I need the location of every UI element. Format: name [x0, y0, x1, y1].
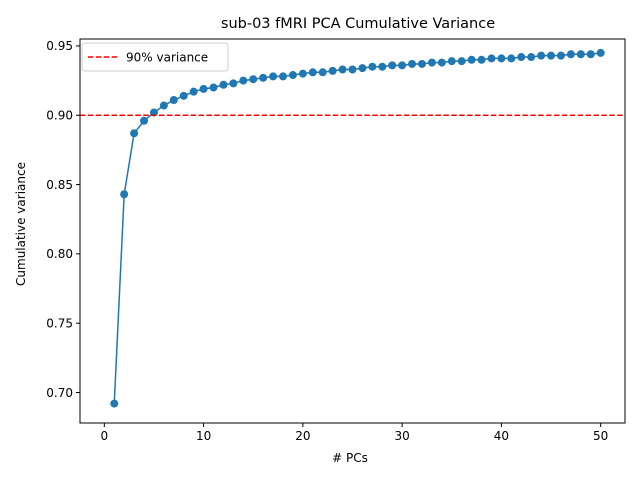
- data-point: [130, 129, 139, 138]
- data-point: [437, 58, 446, 67]
- data-point: [497, 54, 506, 63]
- data-point: [328, 66, 337, 75]
- x-tick-label: 50: [593, 429, 608, 443]
- legend-box: [81, 42, 229, 72]
- data-point: [586, 50, 595, 59]
- plot-area: 0 10 20 30 40 50 0.70 0.75 0.80 0.85 0.90 0.95: [46, 38, 626, 443]
- data-point: [368, 62, 377, 71]
- data-point: [219, 80, 228, 89]
- legend: 90% variance: [81, 42, 229, 72]
- data-point: [259, 73, 268, 82]
- data-point: [338, 65, 347, 74]
- data-point: [239, 76, 248, 85]
- data-point: [556, 51, 565, 60]
- y-tick-label: 0.80: [46, 247, 73, 261]
- data-point: [517, 53, 526, 62]
- chart-title: sub-03 fMRI PCA Cumulative Variance: [221, 16, 495, 32]
- data-point: [179, 91, 188, 100]
- data-point: [140, 116, 149, 125]
- data-point: [279, 72, 288, 81]
- legend-label: 90% variance: [126, 51, 208, 65]
- y-axis-label: Cumulative variance: [14, 162, 28, 286]
- data-point: [566, 50, 575, 59]
- data-point: [388, 61, 397, 70]
- data-point: [378, 62, 387, 71]
- data-point: [149, 108, 158, 117]
- data-point: [229, 79, 238, 88]
- data-point: [427, 58, 436, 67]
- x-tick-label: 30: [394, 429, 409, 443]
- data-point: [189, 87, 198, 96]
- x-axis-label: # PCs: [332, 451, 368, 465]
- y-tick-label: 0.70: [46, 386, 73, 400]
- data-point: [417, 59, 426, 68]
- axes-frame: [79, 38, 626, 424]
- data-point: [477, 55, 486, 64]
- data-point: [199, 84, 208, 93]
- x-tick-label: 20: [295, 429, 310, 443]
- y-tick-label: 0.90: [46, 109, 73, 123]
- data-point: [596, 48, 605, 57]
- data-point: [537, 51, 546, 60]
- data-point: [447, 57, 456, 66]
- data-point: [467, 55, 476, 64]
- data-point: [487, 54, 496, 63]
- data-point: [408, 59, 417, 68]
- data-point: [527, 53, 536, 62]
- data-point: [209, 83, 218, 92]
- data-point: [507, 54, 516, 63]
- x-tick-label: 10: [196, 429, 211, 443]
- y-tick-label: 0.75: [46, 316, 73, 330]
- data-point: [288, 71, 297, 80]
- data-point: [318, 68, 327, 77]
- data-point: [457, 57, 466, 66]
- data-point: [110, 399, 119, 408]
- data-point: [576, 50, 585, 59]
- x-tick-label: 40: [494, 429, 509, 443]
- data-point: [298, 69, 307, 78]
- data-point: [120, 190, 129, 199]
- y-tick-label: 0.85: [46, 178, 73, 192]
- data-point: [398, 61, 407, 70]
- data-point: [169, 95, 178, 104]
- data-point: [159, 101, 168, 110]
- data-point: [547, 51, 556, 60]
- data-point: [308, 68, 317, 77]
- y-tick-label: 0.95: [46, 39, 73, 53]
- data-point: [358, 64, 367, 73]
- data-point: [249, 75, 258, 84]
- data-point: [269, 72, 278, 81]
- x-tick-label: 0: [101, 429, 109, 443]
- data-point: [348, 65, 357, 74]
